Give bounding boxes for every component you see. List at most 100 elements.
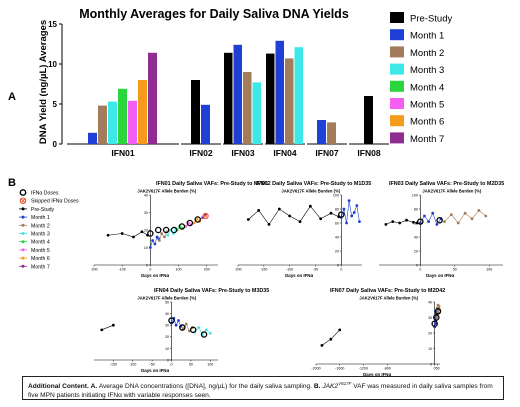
b-chart-title: IFN04 Daily Saliva VAFs: Pre-Study to M3… [154, 288, 269, 294]
a-category-label: IFN07 [315, 148, 338, 158]
b-chart-x-tick-label: -100 [129, 363, 136, 367]
b-chart-1: IFN01 Daily Saliva VAFs: Pre-Study to M7… [90, 181, 268, 278]
b-chart-y-tick-label: 100 [412, 193, 418, 197]
b-series-point [477, 209, 481, 212]
panel-b-letter: B [8, 177, 16, 189]
bar-ifn01-month-1 [88, 132, 97, 144]
b-chart-y-tick-label: 20 [428, 331, 432, 335]
b-chart-x-tick-label: 0 [340, 268, 342, 272]
b-chart-y-tick-label: 40 [165, 312, 169, 316]
b-series-point [443, 220, 446, 224]
a-legend-swatch [390, 29, 404, 41]
caption-b-label: B. [313, 383, 321, 391]
b-chart-y-tick-label: 60 [335, 221, 339, 225]
b-chart-ylabel: JAK2V617F Allele Burden (%) [281, 189, 340, 194]
b-chart-2: IFN02 Daily Saliva VAFs: Pre-Study to M1… [234, 181, 371, 278]
b-chart-ylabel: JAK2V617F Allele Burden (%) [137, 296, 196, 301]
b-series-point [177, 319, 180, 322]
a-category-label: IFN04 [273, 148, 296, 158]
b-series-point [166, 233, 170, 237]
bar-ifn03-month-3 [252, 82, 261, 144]
b-series-point [427, 220, 430, 224]
b-chart-y-tick-label: 10 [144, 246, 148, 250]
b-dose-marker [436, 216, 443, 224]
a-category-label: IFN08 [357, 148, 380, 158]
a-legend-swatch [390, 12, 404, 23]
b-chart-y-tick-label: 30 [428, 316, 432, 320]
b-dose-marker [338, 211, 345, 218]
b-dose-marker [147, 230, 154, 237]
b-series-point [391, 220, 395, 224]
panel-a-legend: Pre-Study Month 1 Month 2 Month 3 Month 4 Mon… [390, 12, 452, 145]
b-chart-4: IFN04 Daily Saliva VAFs: Pre-Study to M3… [94, 288, 269, 373]
b-chart-xlabel: Days on IFNα [285, 273, 313, 278]
b-series-point [288, 214, 292, 218]
a-y-tick-label: 5 [53, 100, 58, 109]
b-dose-marker [178, 223, 186, 230]
b-series-point [352, 211, 356, 214]
b-chart-y-tick-label: 30 [144, 211, 148, 215]
bar-ifn04-pre-study [266, 53, 275, 144]
b-chart-title: IFN07 Daily Saliva VAFs: Pre-Study to M2… [330, 288, 445, 294]
b-chart-x-tick-label: -800 [384, 367, 391, 371]
b-series-point [184, 322, 188, 326]
bar-ifn01-month-2 [98, 105, 107, 144]
b-chart-3: IFN03 Daily Saliva VAFs: Pre-Study to M2… [379, 181, 504, 278]
b-legend-label: Month 6 [31, 256, 50, 262]
b-legend-dot [21, 215, 25, 219]
panel-a: A Monthly Averages for Daily Saliva DNA … [8, 7, 452, 158]
bar-ifn04-month-3 [294, 47, 303, 145]
caption-gene: JAK2 [322, 383, 339, 391]
b-chart-5: IFN07 Daily Saliva VAFs: Pre-Study to M2… [311, 288, 445, 377]
b-chart-x-tick-label: -2000 [311, 367, 320, 371]
bar-ifn03-pre-study [224, 52, 233, 144]
b-legend-dot [21, 232, 25, 235]
b-chart-x-tick-label: 200 [204, 268, 210, 272]
b-chart-title: IFN01 Daily Saliva VAFs: Pre-Study to M7… [156, 181, 268, 187]
b-chart-x-tick-label: -1200 [359, 367, 368, 371]
b-chart-ylabel: JAK2V617F Allele Burden (%) [137, 189, 196, 194]
a-y-tick-label: 10 [48, 60, 57, 69]
caption-a-label: A. [90, 383, 98, 391]
b-series-point [435, 316, 439, 319]
b-dose-marker [200, 331, 208, 338]
b-chart-ylabel: JAK2V617F Allele Burden (%) [422, 189, 481, 194]
b-series-point [320, 344, 324, 347]
bar-ifn04-month-1 [275, 40, 284, 144]
b-series-point [153, 242, 157, 246]
b-series-point [120, 232, 124, 235]
b-series-point [277, 207, 281, 211]
b-chart-x-tick-label: -150 [110, 363, 117, 367]
a-legend-label: Month 5 [410, 100, 444, 111]
b-chart-title: IFN02 Daily Saliva VAFs: Pre-Study to M1… [256, 181, 371, 187]
b-chart-y-tick-label: 0 [167, 358, 169, 362]
b-chart-x-tick-label: -200 [234, 268, 241, 272]
b-legend-dot [21, 248, 25, 252]
a-legend-label: Month 6 [410, 117, 444, 128]
bar-ifn01-month-5 [128, 100, 137, 144]
caption-box: Additional Content. A. Average DNA conce… [22, 376, 504, 400]
bar-ifn08-pre-study [364, 96, 373, 144]
b-dose-marker [162, 226, 170, 234]
bar-ifn03-month-2 [243, 72, 252, 144]
a-legend-label: Month 3 [410, 65, 444, 76]
b-legend-label: Month 2 [31, 223, 50, 229]
b-series-point [484, 214, 488, 218]
b-series-point [106, 233, 110, 237]
b-dose-marker [186, 219, 194, 227]
bar-ifn03-month-1 [233, 44, 242, 144]
b-chart-y-tick-label: 0 [337, 263, 339, 267]
b-series-point [319, 217, 323, 221]
b-series-point [463, 211, 467, 215]
a-legend-label: Month 1 [410, 31, 444, 42]
b-series-line-pre-study [321, 329, 340, 346]
a-legend-swatch [390, 80, 404, 92]
b-legend-dot [21, 223, 25, 227]
b-dose-marker [434, 308, 442, 315]
panel-b-charts: IFN01 Daily Saliva VAFs: Pre-Study to M7… [90, 181, 504, 377]
bar-ifn04-month-2 [285, 58, 294, 144]
b-chart-x-tick-label: 100 [207, 363, 213, 367]
caption-gene-sup: V617F [338, 381, 352, 386]
panel-a-title: Monthly Averages for Daily Saliva DNA Yi… [79, 7, 349, 21]
caption-b-text: VAF was measured in daily saliva samples… [28, 383, 493, 400]
